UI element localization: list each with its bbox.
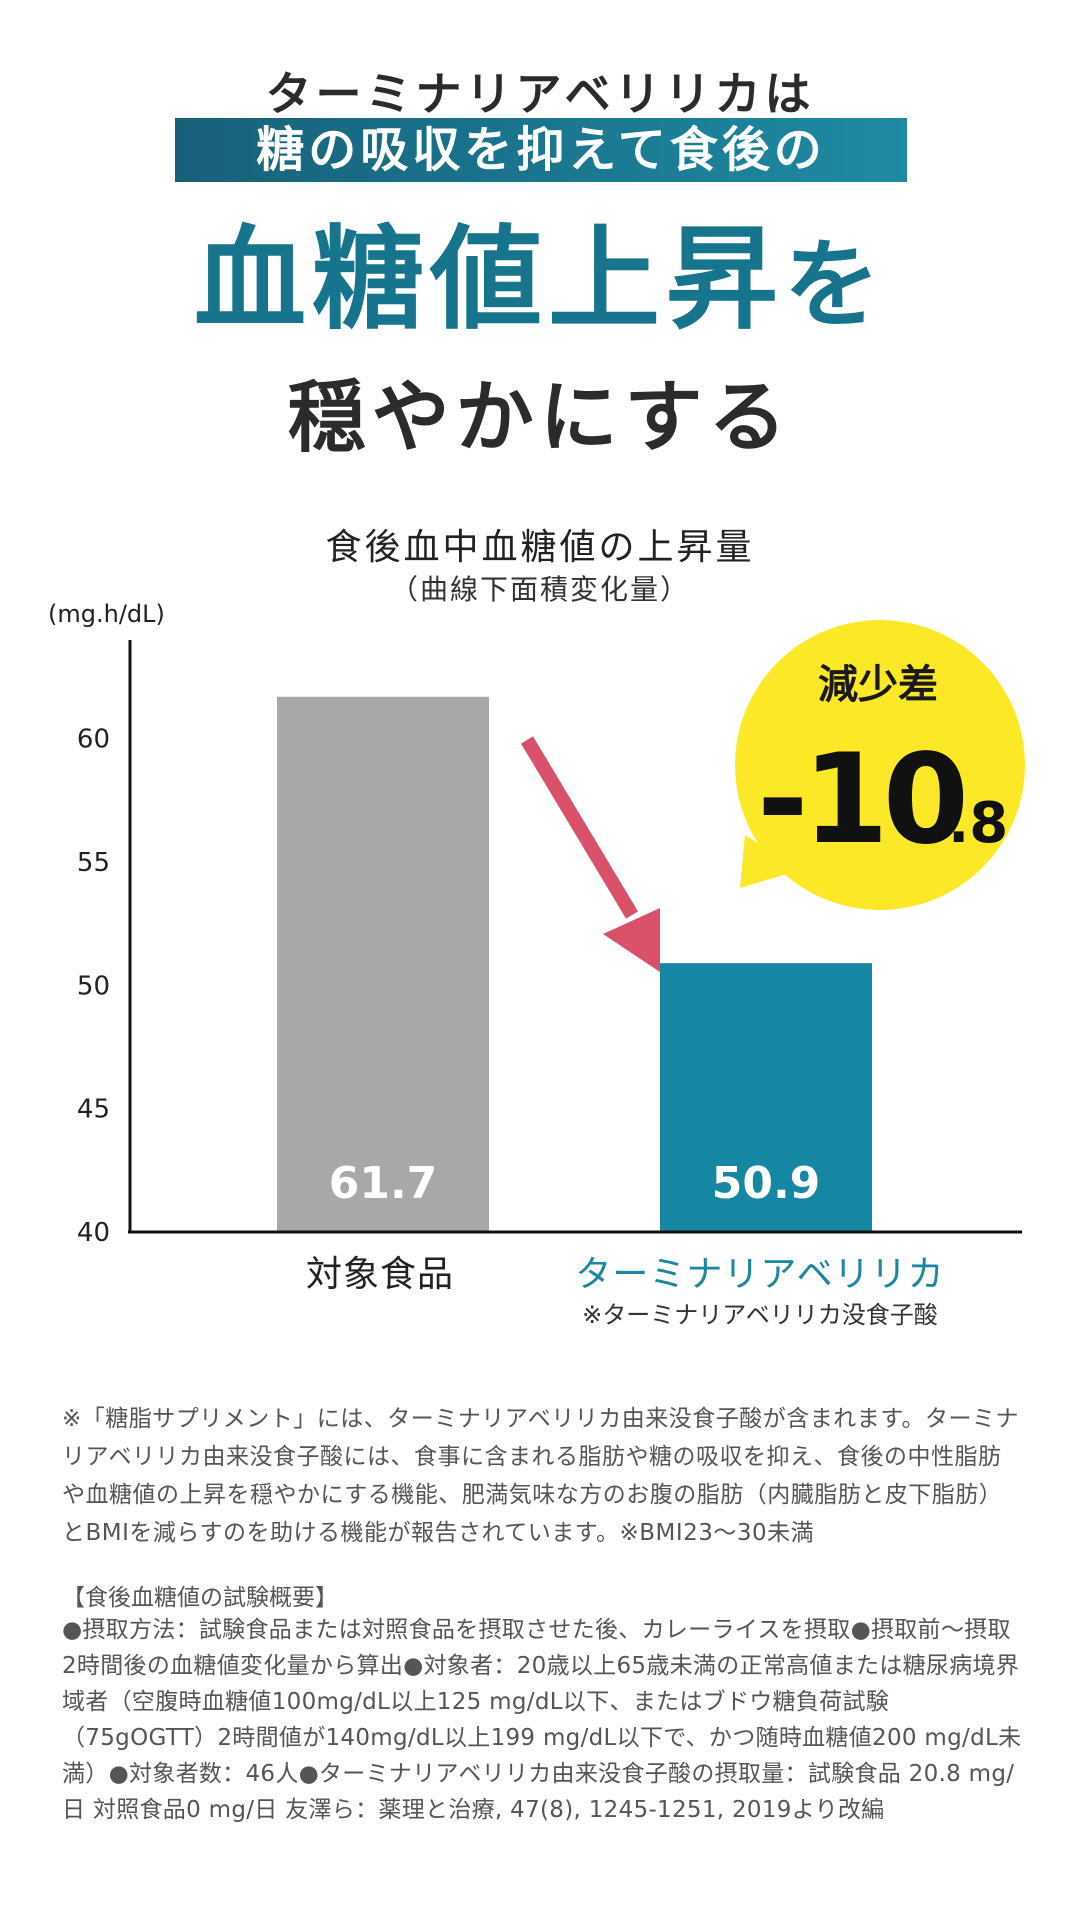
hero-main-text: 血糖値上昇 [194, 215, 784, 345]
bar-product [660, 963, 872, 1232]
decrease-arrow-head [603, 908, 660, 972]
hero-bottom-text: 穏やかにする [287, 373, 793, 463]
hero-band-text: 糖の吸収を抑えて食後の [175, 118, 907, 182]
callout-label: 減少差 [818, 662, 938, 708]
y-axis-unit-label: (mg.h/dL) [48, 600, 165, 628]
y-tick-label: 45 [77, 1095, 110, 1125]
callout-value: -10 [757, 728, 964, 872]
y-tick-label: 60 [77, 725, 110, 755]
hero-main-headline: 血糖値上昇を [0, 215, 1080, 350]
decrease-arrow-shaft [520, 736, 639, 919]
disclaimer-text: ※「糖脂サプリメント」には、ターミナリアベリリカ由来没食子酸が含まれます。ターミ… [62, 1406, 1020, 1546]
value-label-product: 50.9 [712, 1158, 821, 1209]
y-tick-label: 40 [77, 1218, 110, 1248]
bar-control [277, 696, 489, 1232]
x-category-control: 対象食品 [305, 1254, 454, 1295]
value-label-control: 61.7 [329, 1158, 438, 1209]
hero-subtitle: ターミナリアベリリカは [265, 67, 815, 121]
chart-subtitle: （曲線下面積変化量） [389, 573, 690, 606]
y-tick-label: 50 [77, 971, 110, 1001]
chart-title: 食後血中血糖値の上昇量 [325, 527, 755, 568]
callout-tail [740, 835, 800, 888]
y-tick-label: 55 [77, 848, 110, 878]
summary-heading: 【食後血糖値の試験概要】 [62, 1585, 338, 1611]
bar-chart: (mg.h/dL) 40 45 50 55 60 61.7 50.9 減少差 -10.8 [48, 600, 1025, 1248]
callout-value-decimal: .8 [948, 791, 1008, 856]
x-category-note: ※ターミナリアベリリカ没食子酸 [582, 1301, 938, 1329]
summary-body: ●摂取方法：試験食品または対照食品を摂取させた後、カレーライスを摂取●摂取前〜摂… [62, 1617, 1022, 1823]
callout-bubble [735, 620, 1025, 910]
hero-main-tail: を [784, 229, 886, 341]
x-category-product: ターミナリアベリリカ [575, 1254, 945, 1295]
